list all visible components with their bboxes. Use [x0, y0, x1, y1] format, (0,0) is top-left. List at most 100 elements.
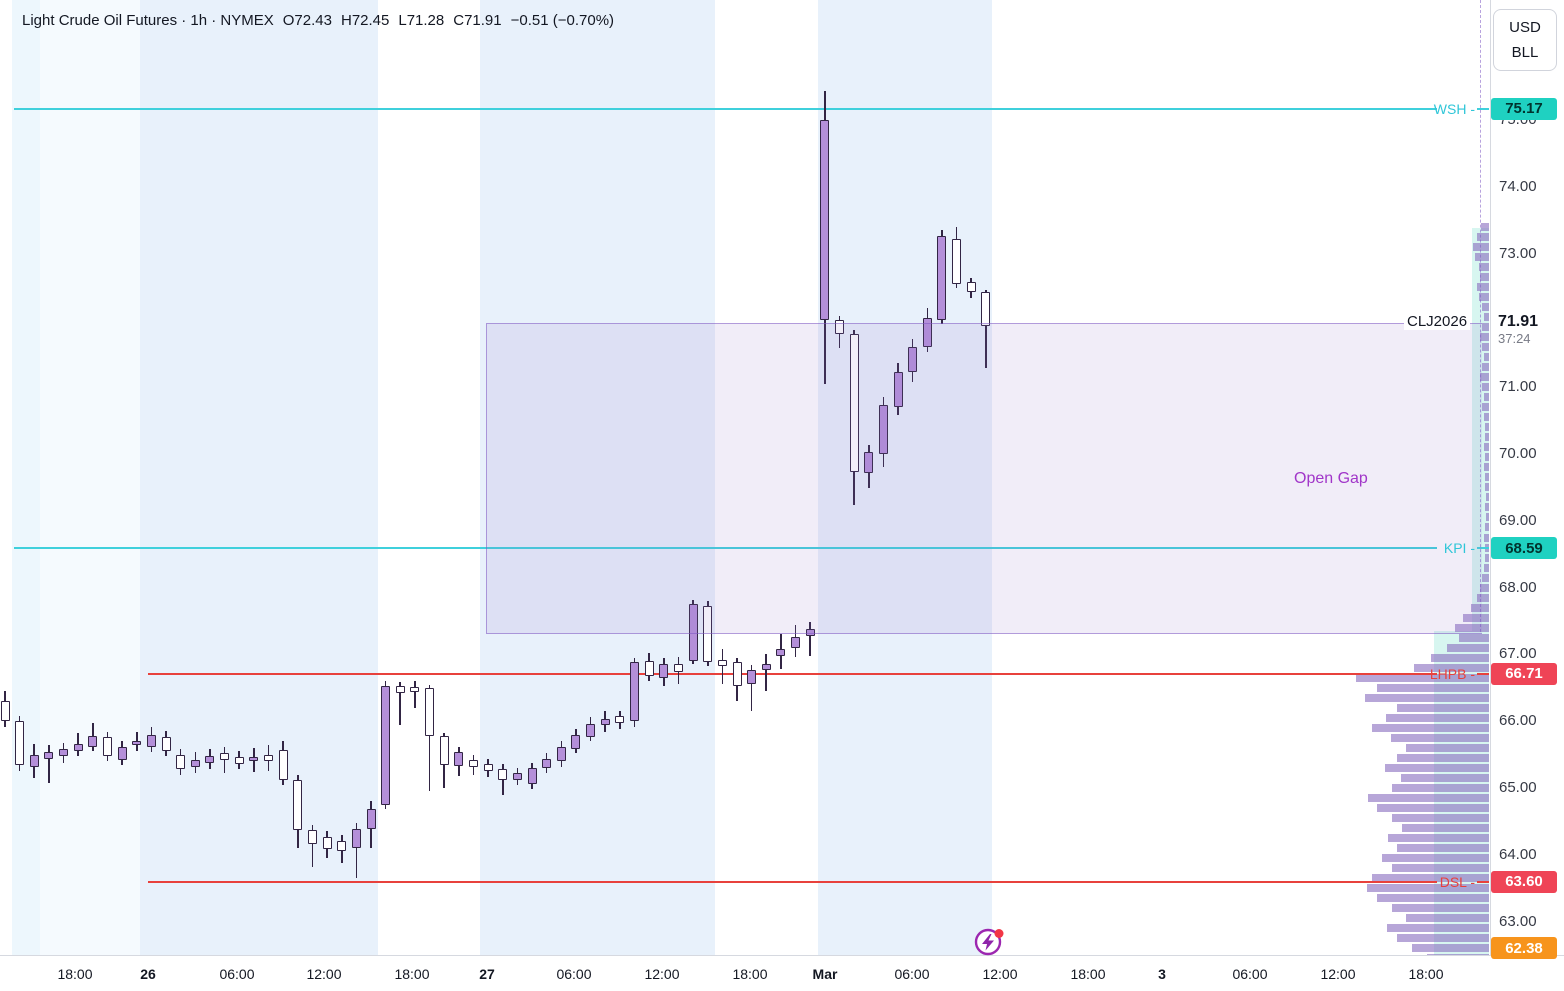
volume-profile-bar	[1377, 894, 1489, 903]
candle-body	[73, 743, 83, 751]
candle-body	[29, 754, 39, 767]
candle-wick	[809, 622, 811, 656]
unit-bll-button[interactable]: BLL	[1511, 44, 1539, 62]
price-tick-label: 70.00	[1499, 445, 1537, 462]
level-label-wsh: WSH -	[1433, 100, 1475, 117]
time-tick-label: 18:00	[394, 966, 430, 982]
candle-body	[278, 749, 288, 780]
session-highlight-band	[12, 0, 40, 955]
candle-body	[776, 649, 786, 656]
time-tick-label: 06:00	[219, 966, 255, 982]
volume-profile-bar	[1397, 703, 1489, 712]
volume-profile-bar	[1484, 533, 1489, 542]
session-highlight-band	[40, 0, 140, 955]
volume-profile-bar	[1486, 493, 1489, 502]
ohlc-close: C71.91	[453, 12, 502, 29]
volume-profile-bar	[1482, 403, 1489, 412]
session-highlight-band	[140, 0, 378, 955]
volume-profile-bar	[1486, 513, 1489, 522]
volume-profile-bar	[1397, 753, 1489, 762]
volume-profile-bar	[1485, 473, 1489, 482]
candle-body	[922, 317, 932, 348]
candle-body	[102, 737, 112, 756]
candle-body	[761, 663, 771, 671]
time-tick-label: 18:00	[732, 966, 768, 982]
volume-profile-bar	[1402, 824, 1489, 833]
volume-profile-bar	[1447, 643, 1489, 652]
volume-profile-bar	[1385, 763, 1489, 772]
candle-body	[747, 670, 757, 684]
candle-body	[878, 405, 888, 454]
candle-body	[556, 746, 566, 762]
symbol-legend[interactable]: Light Crude Oil Futures · 1h · NYMEX O72.…	[22, 12, 623, 29]
candle-body	[322, 836, 332, 849]
flash-event-icon[interactable]	[971, 924, 1005, 958]
level-line-stub-kpi	[1477, 547, 1489, 550]
candle-body	[615, 715, 625, 723]
volume-profile-bar	[1455, 623, 1489, 632]
ohlc-open: O72.43	[282, 12, 332, 29]
candle-body	[468, 759, 478, 767]
volume-profile-bar	[1480, 583, 1489, 592]
volume-profile-bar	[1477, 593, 1489, 602]
ohlc-high: H72.45	[340, 12, 390, 29]
volume-profile-bar	[1485, 523, 1489, 532]
volume-profile-bar	[1482, 363, 1489, 372]
time-axis[interactable]	[0, 955, 1564, 991]
volume-profile-bar	[1480, 272, 1489, 281]
volume-profile-bar	[1485, 453, 1489, 462]
candle-body	[44, 751, 54, 759]
candle-body	[15, 721, 25, 765]
current-price-value: 71.91	[1498, 313, 1539, 330]
candle-wick	[985, 290, 987, 369]
volume-profile-bar	[1479, 293, 1489, 302]
volume-profile-bar	[1431, 653, 1489, 662]
volume-profile-bar	[1406, 914, 1489, 923]
time-tick-label: 18:00	[1408, 966, 1444, 982]
time-tick-label: 06:00	[1232, 966, 1268, 982]
price-tick-label: 68.00	[1499, 578, 1537, 596]
candle-body	[425, 688, 435, 736]
candle-body	[117, 746, 127, 760]
candle-body	[527, 767, 537, 784]
session-highlight-band	[480, 0, 715, 955]
gap-contract-label: CLJ2026	[1404, 313, 1471, 331]
candle-body	[849, 333, 859, 473]
candle-body	[659, 663, 669, 678]
candle-body	[732, 662, 742, 687]
candle-body	[381, 686, 391, 805]
candle-body	[176, 754, 186, 770]
candle-body	[264, 754, 274, 762]
candle-body	[337, 841, 347, 852]
candle-body	[293, 779, 303, 831]
unit-selector[interactable]: USD BLL	[1493, 9, 1557, 71]
level-line-wsh	[14, 107, 1437, 110]
volume-profile-bar	[1484, 393, 1489, 402]
volume-profile-bar	[1392, 814, 1489, 823]
candle-body	[146, 734, 156, 747]
candle-body	[571, 734, 581, 750]
volume-profile-bar	[1388, 834, 1489, 843]
candle-body	[820, 120, 830, 321]
candle-body	[132, 741, 142, 746]
time-tick-label: 18:00	[1070, 966, 1106, 982]
symbol-title[interactable]: Light Crude Oil Futures · 1h · NYMEX	[22, 12, 274, 29]
time-tick-label: 06:00	[556, 966, 592, 982]
candle-body	[220, 753, 230, 760]
candle-body	[893, 371, 903, 408]
time-tick-label: 3	[1158, 966, 1166, 982]
volume-profile-bar	[1482, 303, 1489, 312]
candle-wick	[750, 665, 753, 711]
candle-wick	[765, 654, 768, 692]
candle-body	[673, 664, 683, 673]
candle-body	[483, 763, 493, 771]
candle-body	[644, 661, 654, 676]
volume-profile-bar	[1356, 673, 1489, 682]
price-axis[interactable]	[1490, 0, 1564, 955]
level-label-kpi: KPI -	[1443, 540, 1475, 557]
volume-profile-bar	[1484, 313, 1489, 322]
candle-body	[190, 759, 200, 767]
candle-body	[59, 749, 69, 756]
volume-profile-bar	[1485, 423, 1489, 432]
unit-usd-button[interactable]: USD	[1509, 18, 1541, 36]
